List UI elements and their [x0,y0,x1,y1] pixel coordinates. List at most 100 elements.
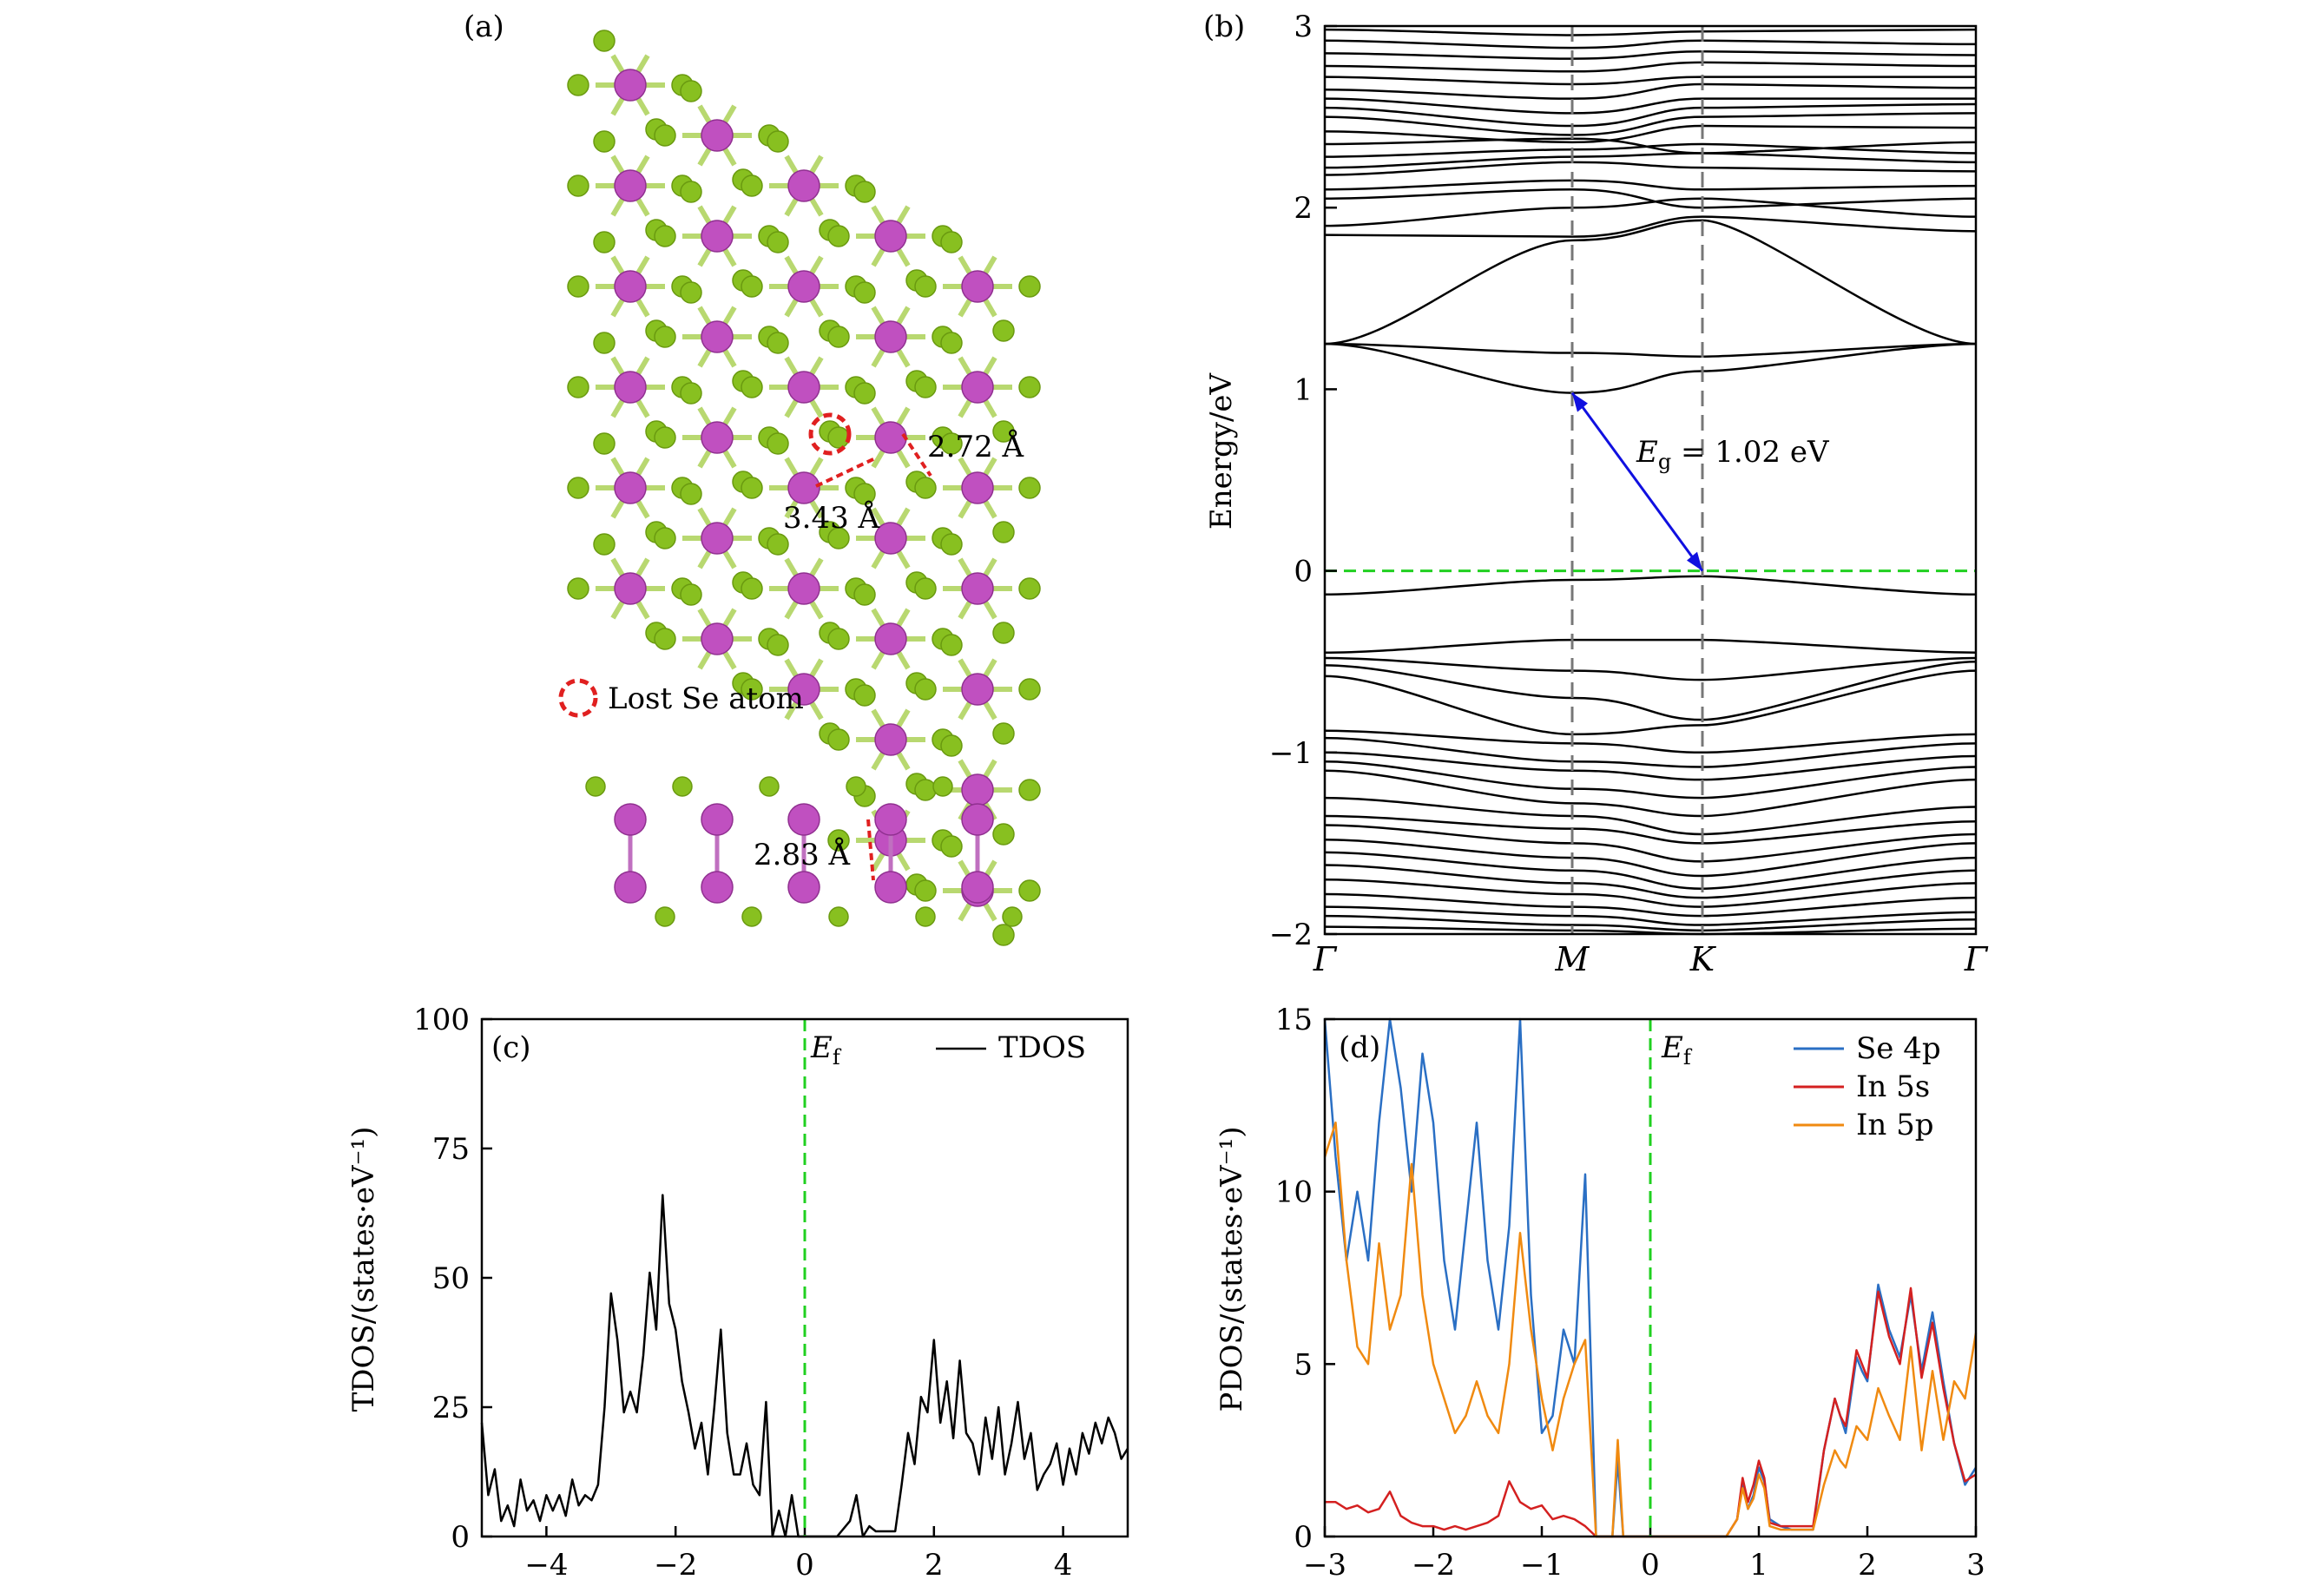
in-atom [614,169,647,202]
se-atom [654,527,676,550]
band-vb5 [1324,729,1977,754]
se-atom [593,231,616,253]
xtick-label: 0 [795,1548,814,1583]
band-ytick-label: 2 [1294,191,1313,226]
tdos-axis-ticks: −4 −2 0 2 4 0 25 50 75 100 [413,1003,1072,1583]
se-atom [914,678,937,701]
band-vb12 [1324,824,1977,863]
ytick-label: 0 [1294,1520,1313,1555]
band-ytick-label: −1 [1269,736,1313,771]
band-cb12 [1324,124,1977,144]
band-cb17 [1324,76,1976,86]
se-atom [680,281,702,304]
in-atom [961,673,994,706]
band-cb19 [1324,50,1977,60]
band-gap-label: Eg = 1.02 eV [1636,435,1830,474]
band-cb16 [1324,82,1977,100]
tdos-series [480,1019,1129,1538]
in-atom [961,471,994,504]
se-atom [827,829,850,852]
se-atom-side [932,776,953,797]
pdos-axis-ticks: −3 −2 −1 0 1 2 3 0 5 10 15 [1275,1003,1985,1583]
legend-label-2: In 5p [1856,1108,1934,1142]
xtick-label: 2 [1858,1548,1877,1583]
band-gap-arrow [1570,392,1704,572]
band-vb18 [1324,905,1977,926]
panel-d-label: (d) [1339,1030,1380,1065]
se-atom [940,231,963,253]
se-atom [992,722,1015,745]
se-atom [827,225,850,247]
se-atom [1018,779,1041,801]
in-atom [874,421,907,454]
panel-b-label: (b) [1203,10,1245,44]
distance-arrow-mid [815,457,876,488]
in-atom-side [787,871,820,904]
distance-label-top: 2.72 Å [927,429,1024,464]
in-atom [874,622,907,655]
se-atom-side [846,776,866,797]
se-atom [741,275,763,298]
band-vb8 [1324,760,1977,800]
se-atom [593,533,616,556]
band-cb5 [1324,197,1977,227]
se-atom [767,533,789,556]
band-vb11 [1324,814,1977,845]
in-atom-side [961,871,994,904]
se-atom [827,628,850,650]
se-atom [593,30,616,52]
band-vb6 [1324,736,1977,768]
in-atom [787,572,820,605]
side-view-lattice [585,776,1023,927]
in-atom [614,572,647,605]
in-atom [787,673,820,706]
band-ytick-label: 3 [1294,10,1313,44]
se-atom [654,628,676,650]
pdos-plot-frame [1323,1017,1978,1538]
panel-a-structure: (a) 2.72 Å 3.43 Å Lost Se atom 2.83 Å [464,10,1041,946]
se-atom [767,332,789,354]
band-ytick-label: 1 [1294,372,1313,407]
band-ytick-label: 0 [1294,555,1313,589]
se-atom [654,124,676,147]
se-atom [1018,275,1041,298]
se-atom [827,728,850,751]
in-atom [614,371,647,404]
series-tdos [480,1194,1129,1538]
in-atom [961,371,994,404]
se-atom-side [655,906,675,927]
band-xtick-label: Γ [1964,940,1989,978]
band-vb7 [1324,751,1977,781]
band-cb18 [1324,61,1977,73]
distance-label-mid: 3.43 Å [783,500,880,536]
distance-arrow-side [866,819,875,881]
se-atom [654,326,676,348]
distance-arrow-top [901,432,932,477]
band-cb11 [1324,137,1977,155]
band-vb15 [1324,864,1977,899]
in-atom-side [961,803,994,836]
se-atom [767,634,789,656]
se-atom [853,382,876,405]
in-atom [701,119,734,152]
band-vb4 [1324,669,1977,736]
se-atom [593,332,616,354]
band-cb14 [1324,102,1977,128]
ytick-label: 75 [432,1132,470,1167]
se-atom [567,174,589,197]
se-atom [1018,376,1041,398]
se-atom [827,426,850,449]
panel-a-label: (a) [464,10,504,44]
se-atom-side [585,776,606,797]
se-atom-side [759,776,780,797]
se-atom [1018,879,1041,902]
band-vb20 [1324,925,1977,936]
vacancy-marker [808,412,852,456]
se-atom [1018,678,1041,701]
in-atom [614,270,647,303]
in-atom [961,572,994,605]
se-atom [827,527,850,550]
se-atom-side [915,906,936,927]
se-atom [741,477,763,499]
